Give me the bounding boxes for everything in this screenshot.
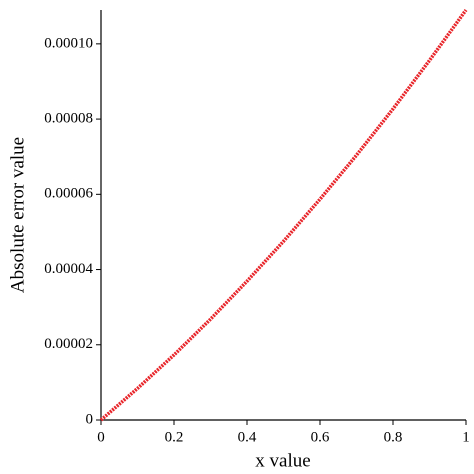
x-tick-label: 0.4 xyxy=(238,429,257,445)
data-line xyxy=(99,8,468,422)
y-tick-label: 0 xyxy=(86,411,94,427)
x-tick-label: 1 xyxy=(462,429,470,445)
x-tick-label: 0.6 xyxy=(311,429,330,445)
y-tick-label: 0.00008 xyxy=(44,111,93,127)
x-tick-label: 0.2 xyxy=(165,429,184,445)
y-tick-label: 0.00006 xyxy=(44,186,93,202)
x-tick-label: 0 xyxy=(97,429,105,445)
y-axis-title: Absolute error value xyxy=(7,137,28,293)
x-tick-label: 0.8 xyxy=(384,429,403,445)
y-tick-label: 0.00004 xyxy=(44,261,93,277)
x-axis-title: x value xyxy=(255,450,310,471)
y-tick-label: 0.00002 xyxy=(44,336,93,352)
y-tick-label: 0.00010 xyxy=(44,35,93,51)
